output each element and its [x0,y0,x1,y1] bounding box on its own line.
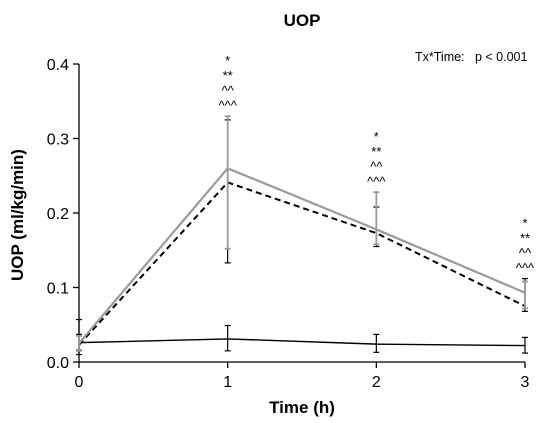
y-tick-label: 0.3 [47,132,69,149]
significance-mark: * [225,53,230,68]
series-line-dashed-black [78,181,526,346]
significance-mark: ^^^ [367,174,386,189]
significance-mark: ^^ [222,83,235,98]
significance-mark: * [522,216,527,231]
chart-title: UOP [284,11,321,30]
significance-mark: ^^ [370,159,383,174]
x-axis-title: Time (h) [269,398,335,417]
y-tick-label: 0.2 [47,206,69,223]
significance-mark: ** [520,231,530,246]
significance-mark: ** [223,68,233,83]
significance-mark: ** [371,144,381,159]
significance-mark: ^^^ [219,98,238,113]
y-tick-label: 0.4 [47,57,69,74]
series-line-solid-black [78,338,526,347]
x-tick-label: 3 [521,374,530,391]
significance-mark: * [374,129,379,144]
series-line-solid-gray [78,166,526,345]
plot-area: 0.00.10.20.30.40 1 2 3***^^^^^***^^^^^***^^… [47,53,535,391]
y-tick-label: 0.1 [47,281,69,298]
x-tick-label: 1 [223,374,232,391]
x-tick-label: 2 [372,374,381,391]
x-tick-label: 0 [75,374,84,391]
significance-mark: ^^ [519,246,532,261]
interaction-annotation: Tx*Time: p < 0.001 [415,50,527,64]
y-axis-title: UOP (ml/kg/min) [8,149,27,281]
significance-mark: ^^^ [516,261,535,276]
y-tick-label: 0.0 [47,355,69,372]
